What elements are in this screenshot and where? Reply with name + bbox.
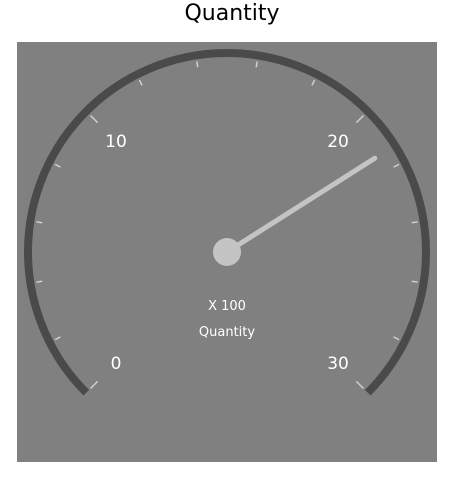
gauge-arc: [24, 48, 430, 396]
gauge-labels: 0 10 20 30: [105, 132, 349, 374]
tick-label: 30: [327, 354, 349, 374]
minor-tick: [411, 280, 418, 283]
major-tick: [355, 380, 365, 390]
major-tick: [89, 114, 99, 124]
tick-label: 0: [111, 354, 122, 374]
minor-tick: [393, 336, 400, 341]
gauge-caption: Quantity: [199, 325, 255, 340]
radial-gauge: 0 10 20 30 X 100 Quantity: [24, 48, 430, 396]
tick-label: 10: [105, 132, 127, 152]
minor-tick: [36, 221, 43, 224]
gauge-ticks: [36, 61, 418, 390]
minor-tick: [138, 79, 143, 86]
page-title: Quantity: [184, 1, 280, 26]
minor-tick: [393, 163, 400, 168]
needle-cap: [213, 238, 241, 266]
minor-tick: [411, 221, 418, 224]
minor-tick: [255, 61, 258, 68]
minor-tick: [54, 163, 61, 168]
major-tick: [355, 114, 365, 124]
gauge-panel: 0 10 20 30 X 100 Quantity: [17, 42, 437, 462]
minor-tick: [196, 61, 199, 68]
minor-tick: [54, 336, 61, 341]
minor-tick: [311, 79, 316, 86]
multiplier-label: X 100: [208, 299, 246, 314]
minor-tick: [36, 280, 43, 283]
tick-label: 20: [327, 132, 349, 152]
major-tick: [89, 380, 99, 390]
gauge-needle: [224, 155, 378, 255]
